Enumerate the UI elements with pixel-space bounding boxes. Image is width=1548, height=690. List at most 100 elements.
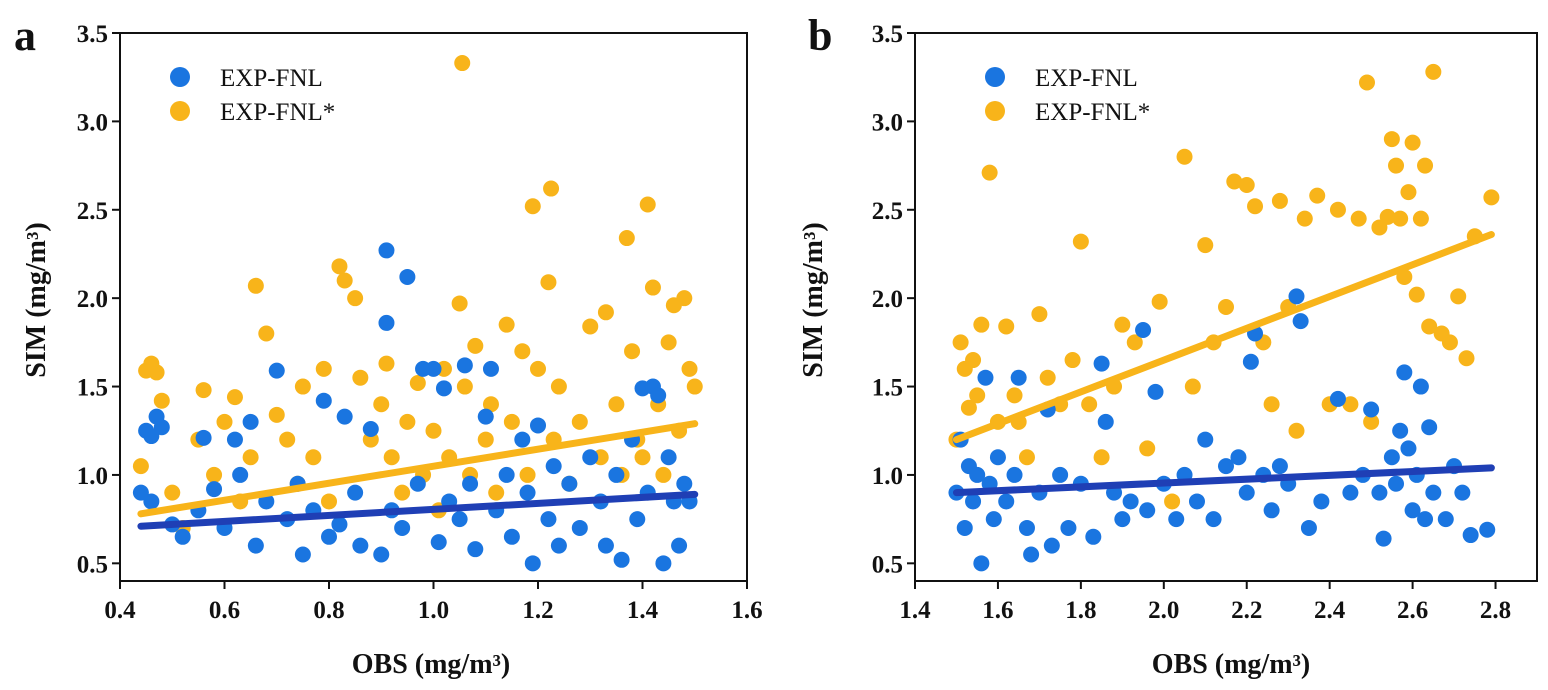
y-tick-label: 1.5 [872,375,903,402]
data-point-exp-fnl [498,466,515,483]
data-point-exp-fnl-star [524,198,541,215]
data-point-exp-fnl-star [1412,210,1429,227]
data-point-exp-fnl-star [1093,449,1110,466]
data-point-exp-fnl [294,546,311,563]
data-point-exp-fnl-star [1271,192,1288,209]
data-point-exp-fnl [519,484,536,501]
data-point-exp-fnl-star [1126,334,1143,351]
data-point-exp-fnl-star [1441,334,1458,351]
y-tick-label: 0.5 [872,551,903,578]
data-point-exp-fnl-star [352,369,369,386]
data-point-exp-fnl [268,362,285,379]
legend-label-exp-fnl-star: EXP-FNL* [1035,99,1150,126]
data-point-exp-fnl [571,519,588,536]
data-point-exp-fnl-star [519,466,536,483]
data-point-exp-fnl [247,537,264,554]
data-point-exp-fnl-star [258,325,275,342]
data-point-exp-fnl [153,419,170,436]
data-point-exp-fnl [378,242,395,259]
data-point-exp-fnl-star [456,378,473,395]
data-point-exp-fnl [1205,511,1222,528]
data-point-exp-fnl [660,449,677,466]
points-layer [132,55,703,572]
data-point-exp-fnl-star [1238,177,1255,194]
data-point-exp-fnl [1114,511,1131,528]
data-point-exp-fnl [1018,519,1035,536]
data-point-exp-fnl-star [1358,74,1375,91]
plot-frame [914,32,1538,582]
x-tick-label: 2.0 [1148,597,1179,624]
data-point-exp-fnl-star [1363,413,1380,430]
legend-label-exp-fnl: EXP-FNL [220,65,323,92]
data-point-exp-fnl-star [321,493,337,510]
data-point-exp-fnl [430,534,447,551]
data-point-exp-fnl [1375,530,1392,547]
data-point-exp-fnl-star [206,466,223,483]
panel-b: b SIM (mg/m³) OBS (mg/m³) 0.5 1.0 1.5 2.0 2.… [798,11,1538,680]
data-point-exp-fnl [1392,422,1409,439]
data-point-exp-fnl [582,449,599,466]
plot-frame [119,32,748,582]
data-point-exp-fnl [1383,449,1400,466]
data-point-exp-fnl [989,449,1006,466]
data-point-exp-fnl [514,431,531,448]
data-point-exp-fnl-star [498,316,515,333]
y-tick-label: 2.5 [77,198,108,225]
data-point-exp-fnl-star [1226,173,1243,190]
y-tick-label: 3.5 [872,21,903,48]
data-point-exp-fnl [321,528,337,545]
y-tick-label: 3.0 [77,109,108,136]
data-point-exp-fnl-star [540,274,557,291]
legend: EXP-FNL EXP-FNL* [985,65,1150,126]
data-point-exp-fnl [1292,313,1309,330]
data-point-exp-fnl-star [305,449,322,466]
data-point-exp-fnl-star [394,484,411,501]
data-point-exp-fnl-star [1309,187,1326,204]
x-tick-label: 2.4 [1314,597,1346,624]
data-point-exp-fnl [1197,431,1214,448]
data-point-exp-fnl-star [1263,396,1280,413]
data-point-exp-fnl-star [1184,378,1201,395]
data-point-exp-fnl [195,429,212,446]
data-point-exp-fnl-star [1081,396,1098,413]
data-point-exp-fnl [1263,502,1280,519]
data-point-exp-fnl-star [655,466,672,483]
x-tick-label: 1.0 [418,597,449,624]
data-point-exp-fnl-star [153,392,170,409]
data-point-exp-fnl-star [1400,184,1417,201]
data-point-exp-fnl-star [660,334,677,351]
x-tick-label: 1.4 [627,597,659,624]
data-point-exp-fnl [242,413,259,430]
data-point-exp-fnl-star [969,387,986,404]
y-tick-label: 0.5 [77,551,108,578]
data-point-exp-fnl-star [488,484,505,501]
data-point-exp-fnl [1043,537,1060,554]
data-point-exp-fnl [1135,321,1152,338]
data-point-exp-fnl-star [1388,157,1405,174]
data-point-exp-fnl-star [294,378,311,395]
data-point-exp-fnl [977,369,994,386]
data-point-exp-fnl [561,475,578,492]
data-point-exp-fnl [1400,440,1417,457]
data-point-exp-fnl-star [1483,189,1500,206]
data-point-exp-fnl [1388,475,1405,492]
panel-letter: b [808,11,832,60]
data-point-exp-fnl-star [1425,63,1442,80]
data-point-exp-fnl-star [514,343,531,360]
data-point-exp-fnl-star [1350,210,1367,227]
data-point-exp-fnl [456,357,473,374]
data-point-exp-fnl-star [347,290,364,307]
data-point-exp-fnl [1085,528,1102,545]
data-point-exp-fnl [1023,546,1040,563]
data-point-exp-fnl-star [1288,422,1305,439]
fit-line-exp-fnl [952,464,1495,497]
data-point-exp-fnl [503,528,520,545]
data-point-exp-fnl-star [1031,306,1048,323]
data-point-exp-fnl-star [1379,208,1396,225]
data-point-exp-fnl-star [247,277,264,294]
x-tick-label: 1.2 [522,597,553,624]
data-point-exp-fnl [232,466,249,483]
data-point-exp-fnl-star [1164,493,1181,510]
y-tick-label: 1.5 [77,375,108,402]
data-point-exp-fnl-star [477,431,494,448]
